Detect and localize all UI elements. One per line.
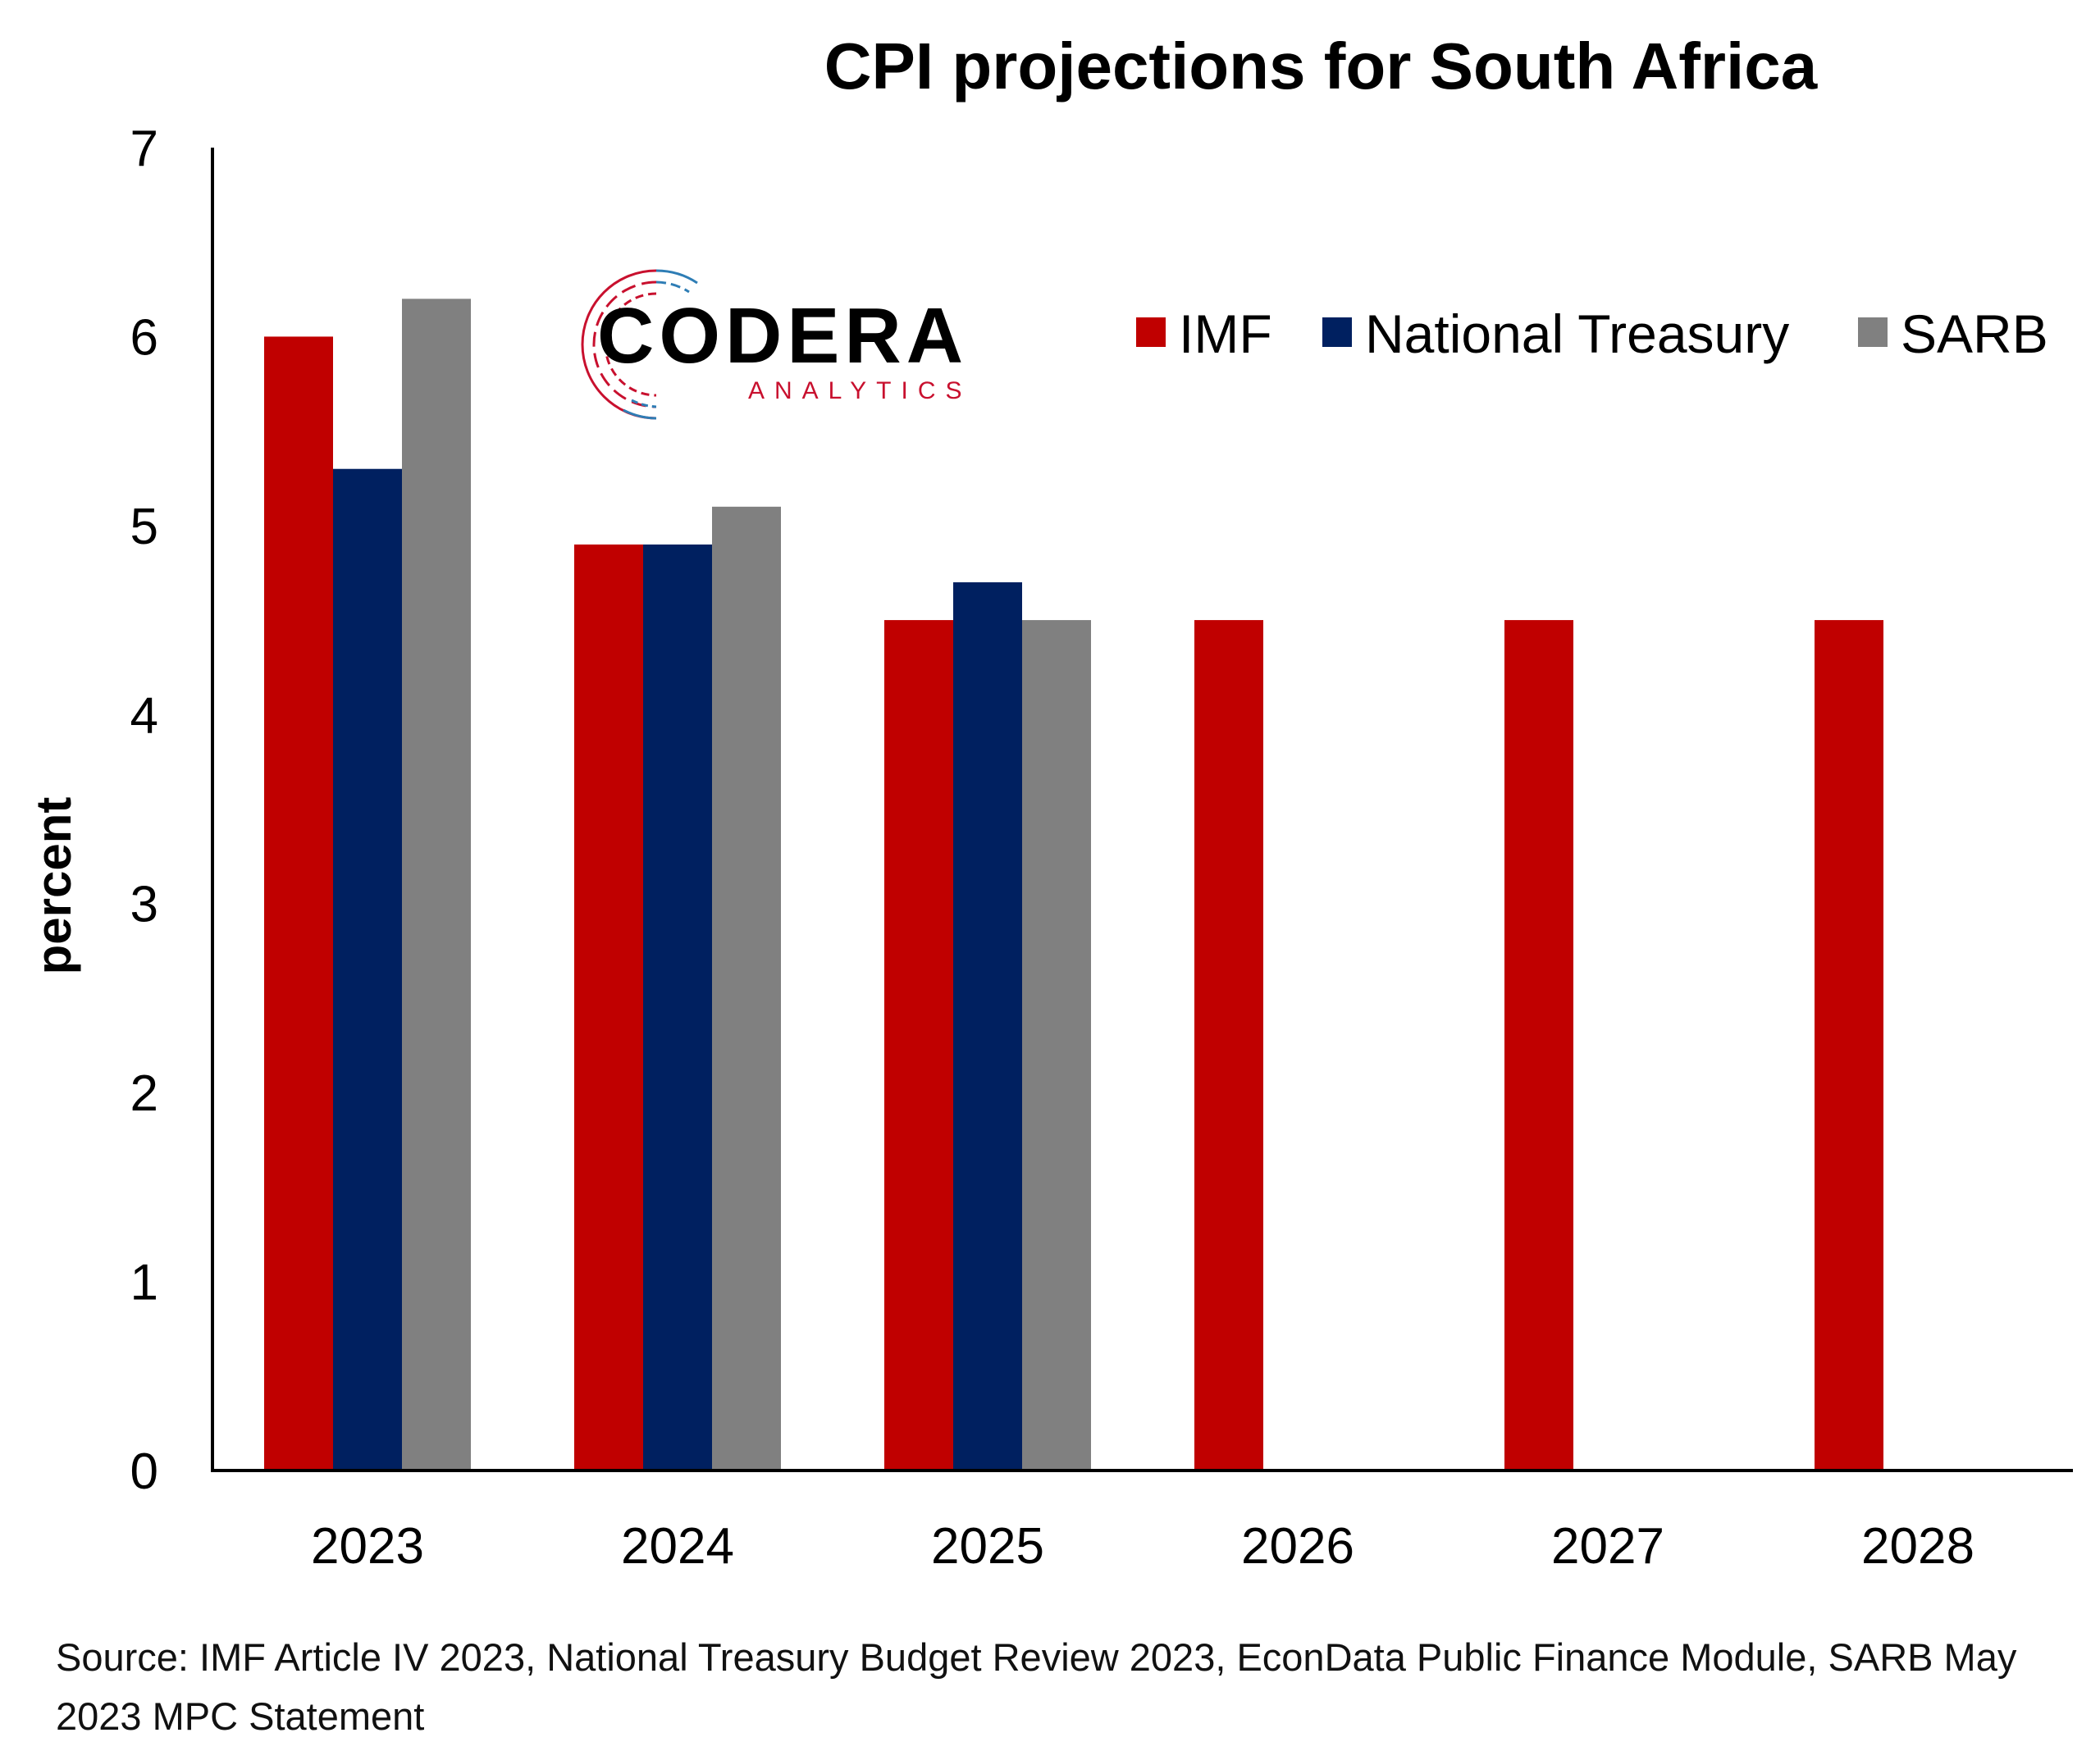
bar-national-treasury-2023 — [333, 468, 402, 1471]
chart-title: CPI projections for South Africa — [824, 30, 1818, 103]
bar-imf-2026 — [1194, 620, 1263, 1471]
x-tick-label: 2024 — [621, 1518, 734, 1575]
bar-imf-2024 — [574, 544, 643, 1471]
logo-wordmark: CODERA — [597, 292, 968, 380]
bar-sarb-2025 — [1022, 620, 1091, 1471]
y-tick-label: 0 — [130, 1443, 158, 1500]
legend-swatch-national-treasury — [1322, 317, 1352, 347]
bar-sarb-2024 — [712, 506, 781, 1471]
x-tick-label: 2026 — [1241, 1518, 1354, 1575]
bar-imf-2023 — [264, 336, 333, 1471]
legend-label: National Treasury — [1365, 303, 1789, 364]
legend-label: IMF — [1179, 303, 1272, 364]
x-tick-label: 2023 — [311, 1518, 424, 1575]
y-tick-label: 4 — [130, 687, 158, 744]
logo-ring-icon — [581, 269, 698, 420]
y-tick-label: 7 — [130, 121, 158, 177]
y-tick-label: 2 — [130, 1065, 158, 1122]
codera-logo: CODERA ANALYTICS — [581, 269, 972, 420]
legend: IMF National Treasury SARB — [1136, 303, 2048, 364]
bars-group — [264, 299, 1883, 1471]
bar-imf-2028 — [1815, 620, 1883, 1471]
y-tick-labels: 0 1 2 3 4 5 6 7 — [130, 121, 158, 1500]
y-tick-label: 3 — [130, 877, 158, 933]
y-tick-label: 1 — [130, 1255, 158, 1311]
x-tick-label: 2027 — [1551, 1518, 1664, 1575]
legend-swatch-sarb — [1858, 317, 1888, 347]
bar-sarb-2023 — [402, 299, 471, 1471]
logo-subtitle: ANALYTICS — [748, 377, 972, 404]
x-tick-labels: 2023 2024 2025 2026 2027 2028 — [311, 1518, 1974, 1575]
y-tick-label: 5 — [130, 499, 158, 555]
y-tick-label: 6 — [130, 309, 158, 366]
x-tick-label: 2025 — [931, 1518, 1044, 1575]
y-axis-label: percent — [26, 797, 81, 975]
bar-imf-2027 — [1504, 620, 1573, 1471]
bar-imf-2025 — [884, 620, 953, 1471]
x-tick-label: 2028 — [1861, 1518, 1974, 1575]
source-note: Source: IMF Article IV 2023, National Tr… — [56, 1635, 2017, 1738]
legend-label: SARB — [1901, 303, 2048, 364]
legend-swatch-imf — [1136, 317, 1166, 347]
bar-national-treasury-2024 — [643, 544, 712, 1471]
bar-national-treasury-2025 — [953, 581, 1022, 1471]
